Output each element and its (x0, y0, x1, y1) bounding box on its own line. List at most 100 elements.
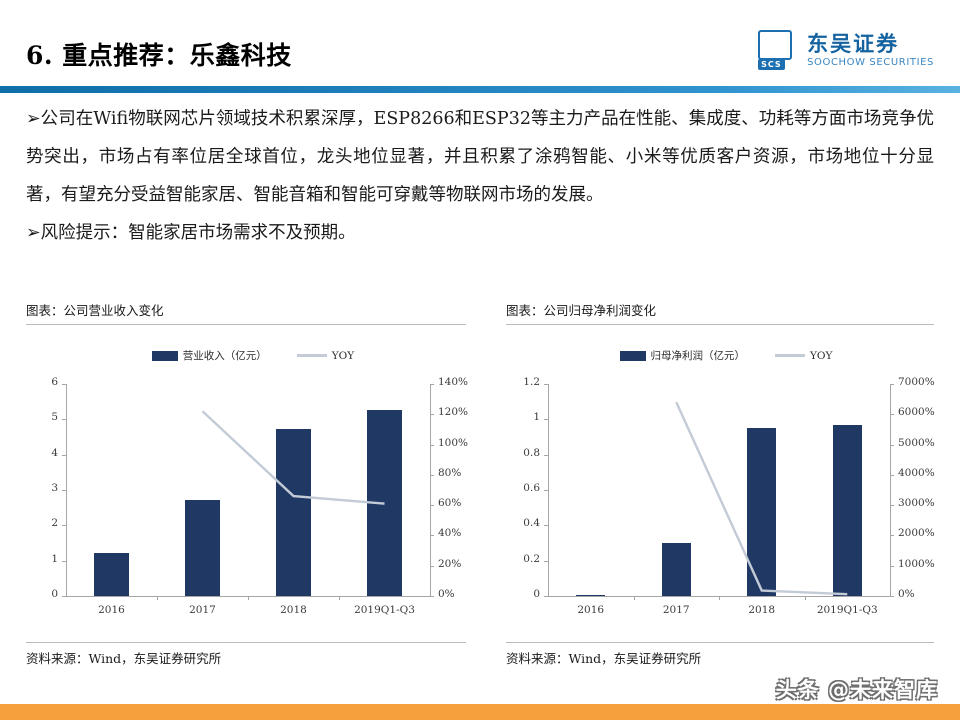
chart-revenue-legend: 营业收入（亿元） YOY (22, 348, 484, 363)
y-axis-label-left: 5 (51, 411, 58, 424)
y-axis-label-right: 4000% (898, 466, 935, 479)
chart-revenue: 营业收入（亿元） YOY 0 1 2 3 4 5 6 0% 20% 40% 60% 80% 100% 12… (22, 338, 484, 638)
y-axis-label-left: 1 (51, 552, 58, 565)
source-divider-left (26, 642, 466, 643)
y-tick-left (62, 384, 66, 385)
y-tick-right (430, 414, 434, 416)
y-tick-left (544, 419, 548, 421)
bar-2017 (661, 543, 691, 596)
y-tick-right (890, 444, 894, 446)
y-axis-label-left: 0 (533, 588, 540, 600)
source-divider-right (506, 642, 934, 643)
chart-netprofit-plot: 0 0.2 0.4 0.6 0.8 1 1.2 0% 1000% 2000% 3000% 4000% 5… (500, 374, 952, 624)
y-tick-right (430, 384, 434, 385)
y-tick-right (430, 474, 434, 476)
x-axis-label: 2016 (577, 604, 605, 616)
source-note-revenue: 资料来源：Wind，东吴证券研究所 (26, 651, 222, 666)
legend-bar-label: 营业收入（亿元） (182, 350, 267, 362)
y-tick-right (890, 414, 894, 416)
legend-item-line: YOY (296, 349, 355, 362)
y-tick-right (890, 474, 894, 476)
bar-2019Q1-Q3 (832, 424, 862, 596)
y-tick-right (890, 384, 894, 385)
legend-line-label: YOY (331, 349, 355, 362)
chart-caption-revenue: 图表：公司营业收入变化 (26, 300, 466, 325)
y-axis-label-right: 0% (438, 588, 455, 600)
paragraph-company-overview: ➢公司在Wifi物联网芯片领域技术积累深厚，ESP8266和ESP32等主力产品… (26, 109, 934, 205)
x-tick (339, 596, 340, 600)
bar-2016 (576, 595, 606, 596)
y-tick-left (544, 525, 548, 527)
paragraph-risk-warning: ➢风险提示：智能家居市场需求不及预期。 (26, 223, 356, 243)
x-axis-label: 2018 (280, 604, 307, 616)
x-tick (719, 596, 720, 600)
source-note-netprofit: 资料来源：Wind，东吴证券研究所 (506, 651, 702, 666)
y-tick-right (890, 535, 894, 537)
y-axis-label-right: 20% (438, 557, 462, 570)
y-axis-label-left: 0.2 (523, 552, 540, 565)
chart-revenue-plot: 0 1 2 3 4 5 6 0% 20% 40% 60% 80% 100% 120% 140% 2016 201… (22, 374, 484, 624)
chart-caption-netprofit: 图表：公司归母净利润变化 (506, 300, 934, 325)
x-axis-label: 2017 (662, 604, 690, 616)
logo-english-name: SOOCHOW SECURITIES (807, 56, 934, 68)
y-axis-label-left: 4 (51, 446, 58, 459)
y-axis-label-right: 40% (438, 527, 462, 540)
y-axis-label-left: 0.4 (523, 517, 540, 530)
page-title: 6. 重点推荐：乐鑫科技 (26, 41, 292, 70)
y-tick-left (62, 419, 66, 421)
soochow-logo-icon: SCS (758, 30, 798, 70)
logo-wordmark: 东吴证券 SOOCHOW SECURITIES (807, 33, 934, 68)
body-text-block: ➢公司在Wifi物联网芯片领域技术积累深厚，ESP8266和ESP32等主力产品… (26, 100, 934, 252)
y-axis-label-right: 80% (438, 466, 462, 479)
y-tick-right (890, 505, 894, 507)
x-axis-label: 2019Q1-Q3 (816, 604, 878, 616)
legend-item-line: YOY (775, 350, 832, 362)
y-tick-left (544, 596, 548, 597)
legend-line-swatch (775, 354, 805, 357)
x-axis-label: 2016 (98, 604, 125, 616)
y-axis-label-left: 3 (51, 482, 58, 494)
logo-scs-text: SCS (758, 59, 785, 70)
y-axis-label-right: 7000% (898, 376, 935, 388)
y-tick-right (430, 596, 434, 597)
y-axis-label-right: 3000% (898, 497, 935, 510)
y-axis-label-left: 0.8 (523, 446, 540, 459)
slide-header: 6. 重点推荐：乐鑫科技 SCS 东吴证券 SOOCHOW SECURITIES (0, 0, 960, 92)
y-tick-left (62, 454, 66, 456)
watermark-text: 头条 @未来智库 (775, 678, 938, 702)
y-tick-left (544, 454, 548, 456)
bar-2017 (185, 499, 220, 596)
y-axis-label-right: 1000% (898, 557, 935, 570)
y-axis-label-right: 2000% (898, 527, 935, 540)
left-y-axis-line (66, 384, 67, 596)
y-tick-left (544, 560, 548, 562)
y-axis-label-right: 60% (438, 497, 462, 510)
y-axis-label-left: 0.6 (523, 482, 540, 494)
y-axis-label-left: 1 (533, 411, 540, 424)
bar-2016 (94, 552, 129, 596)
y-axis-label-right: 0% (898, 588, 915, 600)
y-tick-right (430, 535, 434, 537)
x-tick (157, 596, 158, 600)
x-tick (633, 596, 635, 600)
legend-line-swatch (296, 354, 327, 357)
y-tick-left (62, 596, 66, 597)
y-tick-left (544, 490, 548, 491)
y-tick-right (430, 565, 434, 567)
chart-netprofit: 归母净利润（亿元） YOY 0 0.2 0.4 0.6 0.8 1 1.2 0% 1000% 20… (500, 338, 952, 638)
x-axis-label: 2019Q1-Q3 (354, 604, 415, 616)
y-tick-left (62, 560, 66, 562)
y-axis-label-right: 5000% (898, 436, 935, 449)
right-y-axis-line (890, 384, 891, 596)
legend-bar-swatch (151, 350, 178, 361)
x-axis-label: 2018 (748, 604, 776, 616)
bar-2018 (276, 429, 311, 596)
y-axis-label-right: 140% (438, 376, 469, 388)
right-y-axis-line (430, 384, 431, 596)
header-divider (0, 86, 960, 93)
y-tick-right (430, 505, 434, 507)
logo-square-shape (758, 30, 793, 60)
y-axis-label-right: 6000% (898, 406, 935, 419)
y-axis-label-left: 0 (51, 588, 58, 600)
